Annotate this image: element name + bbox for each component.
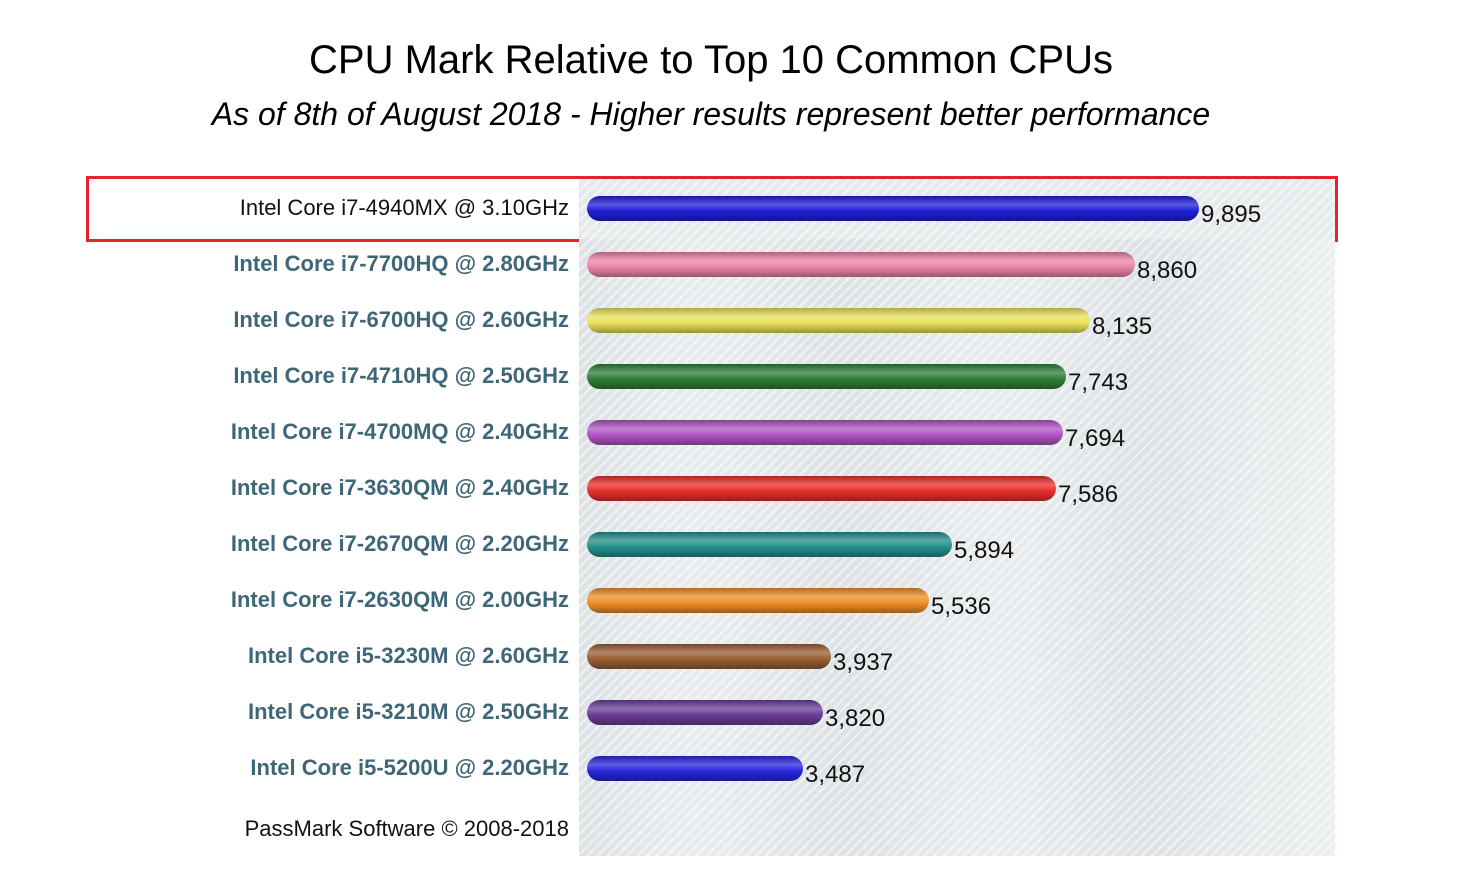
cpu-label: Intel Core i7-7700HQ @ 2.80GHz (233, 251, 569, 276)
bar (587, 420, 1063, 445)
bar-value-label: 7,694 (1065, 425, 1126, 452)
bar-value-label: 8,135 (1092, 313, 1153, 340)
bar (587, 756, 803, 781)
copyright-footer: PassMark Software © 2008-2018 (244, 816, 569, 841)
bar (587, 700, 823, 725)
cpu-label: Intel Core i7-4710HQ @ 2.50GHz (233, 363, 569, 388)
cpu-label: Intel Core i5-3210M @ 2.50GHz (247, 699, 569, 724)
chart-title: CPU Mark Relative to Top 10 Common CPUs (309, 38, 1113, 82)
bar-value-label: 8,860 (1137, 257, 1198, 284)
bar-value-label: 3,487 (805, 761, 866, 788)
bar (587, 196, 1199, 221)
chart-subtitle: As of 8th of August 2018 - Higher result… (211, 96, 1211, 132)
cpu-label: Intel Core i7-4940MX @ 3.10GHz (239, 195, 569, 220)
bar (587, 364, 1066, 389)
cpu-label: Intel Core i7-6700HQ @ 2.60GHz (233, 307, 569, 332)
bar (587, 644, 831, 669)
cpu-label: Intel Core i7-2670QM @ 2.20GHz (230, 531, 569, 556)
bar (587, 588, 929, 613)
bar (587, 532, 952, 557)
bar-value-label: 5,536 (931, 593, 992, 620)
bar (587, 476, 1056, 501)
cpu-label: Intel Core i5-5200U @ 2.20GHz (250, 755, 569, 780)
bar-value-label: 7,586 (1058, 481, 1119, 508)
bar-value-label: 3,937 (833, 649, 894, 676)
plot-area (579, 180, 1335, 856)
bar-value-label: 5,894 (954, 537, 1015, 564)
cpu-label: Intel Core i5-3230M @ 2.60GHz (247, 643, 569, 668)
bar-value-label: 9,895 (1201, 201, 1262, 228)
bar (587, 252, 1135, 277)
cpu-label: Intel Core i7-4700MQ @ 2.40GHz (230, 419, 569, 444)
bar-value-label: 7,743 (1068, 369, 1129, 396)
cpu-label: Intel Core i7-2630QM @ 2.00GHz (230, 587, 569, 612)
bar (587, 308, 1090, 333)
bar-value-label: 3,820 (825, 705, 886, 732)
cpu-label: Intel Core i7-3630QM @ 2.40GHz (230, 475, 569, 500)
